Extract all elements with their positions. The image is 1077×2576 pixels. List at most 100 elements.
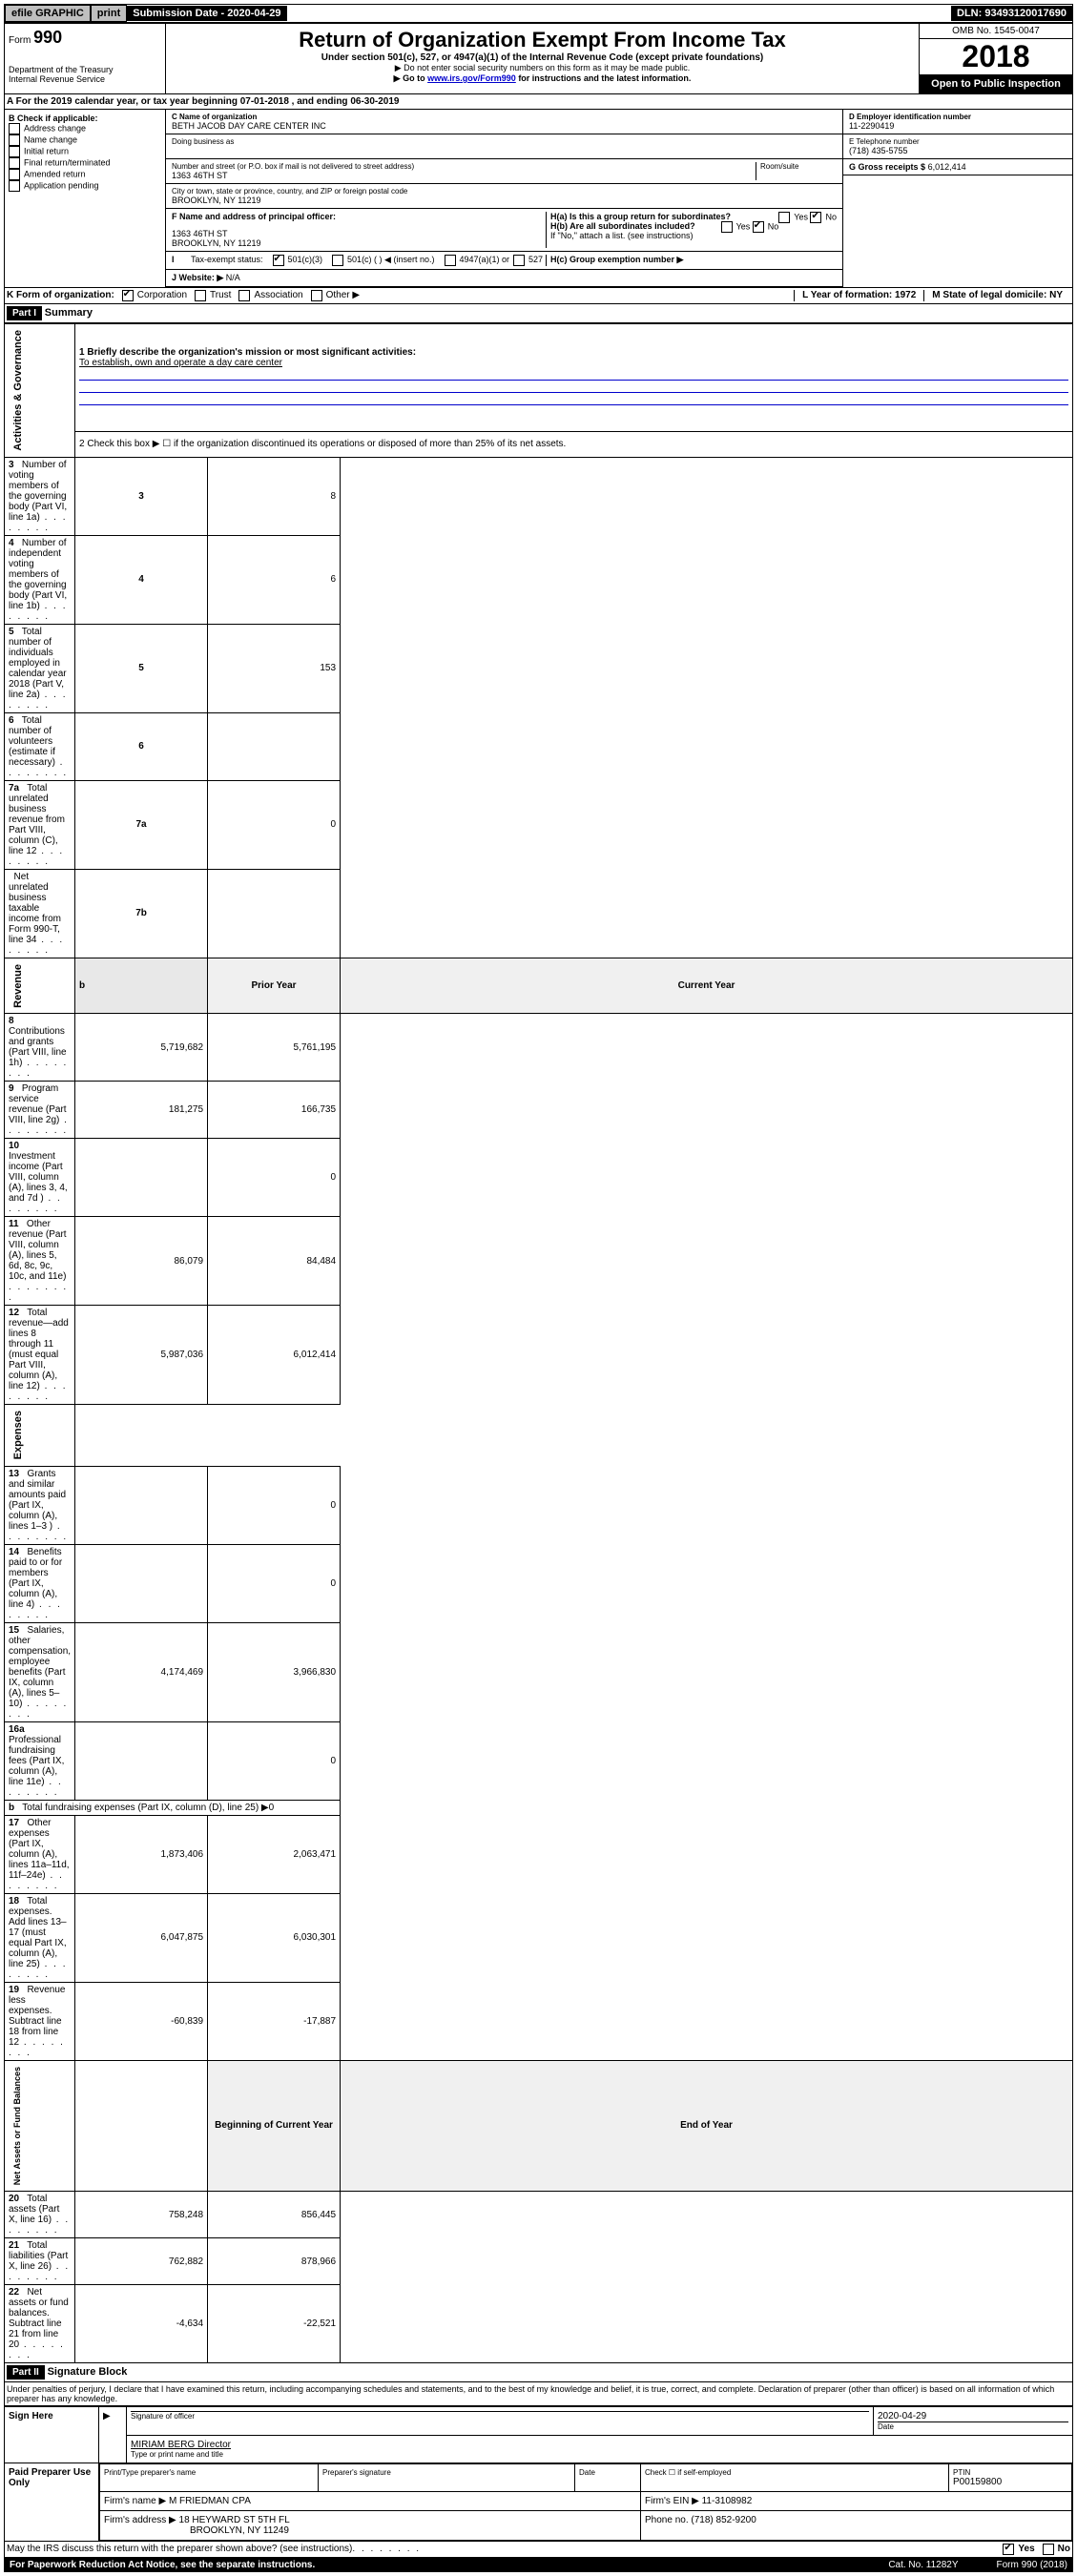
state-domicile: M State of legal domicile: NY [923, 290, 1070, 301]
part1-title: Summary [45, 307, 93, 319]
revenue-label: Revenue [9, 960, 28, 1012]
form-header: Form 990 Department of the Treasury Inte… [4, 23, 1073, 94]
ptin-label: PTIN [953, 2468, 1067, 2477]
website-value: N/A [226, 273, 240, 282]
end-year-header: End of Year [341, 2060, 1073, 2191]
printed-name: MIRIAM BERG Director [131, 2440, 1068, 2450]
colb-checkbox[interactable] [9, 157, 20, 169]
part2-title: Signature Block [48, 2366, 128, 2378]
firm-ein: 11-3108982 [702, 2496, 753, 2506]
room-label: Room/suite [756, 162, 837, 180]
colb-checkbox[interactable] [9, 134, 20, 146]
hb-yes-checkbox[interactable] [721, 221, 733, 233]
discuss-yes-checkbox[interactable] [1003, 2544, 1014, 2555]
net-assets-label: Net Assets or Fund Balances [9, 2063, 26, 2189]
city-state-zip: BROOKLYN, NY 11219 [172, 196, 837, 205]
form-number: 990 [33, 28, 62, 47]
line2: 2 Check this box ▶ ☐ if the organization… [75, 431, 1073, 457]
form-word: Form [9, 35, 31, 46]
ha-yes-checkbox[interactable] [778, 212, 790, 223]
4947-checkbox[interactable] [445, 255, 456, 266]
trust-checkbox[interactable] [195, 290, 206, 301]
street-address: 1363 46TH ST [172, 171, 756, 180]
col-b-label: B Check if applicable: [9, 113, 161, 123]
paperwork-notice: For Paperwork Reduction Act Notice, see … [10, 2560, 315, 2570]
city-label: City or town, state or province, country… [172, 187, 837, 196]
goto-pre: ▶ Go to [394, 73, 427, 83]
officer-label: F Name and address of principal officer: [172, 212, 546, 221]
self-employed-label: Check ☐ if self-employed [641, 2464, 949, 2492]
ein-value: 11-2290419 [849, 121, 1067, 131]
dln-label: DLN: 93493120017690 [951, 6, 1072, 21]
addr-label: Number and street (or P.O. box if mail i… [172, 162, 756, 171]
sig-officer-label: Signature of officer [131, 2411, 869, 2421]
omb-number: OMB No. 1545-0047 [920, 24, 1072, 39]
hb-note: If "No," attach a list. (see instruction… [550, 231, 837, 240]
perjury-statement: Under penalties of perjury, I declare th… [4, 2382, 1073, 2406]
subtitle-2: ▶ Do not enter social security numbers o… [170, 63, 915, 73]
org-name: BETH JACOB DAY CARE CENTER INC [172, 121, 837, 131]
prep-date-label: Date [575, 2464, 641, 2492]
hb-no-checkbox[interactable] [753, 221, 764, 233]
firm-name-label: Firm's name ▶ [104, 2496, 166, 2506]
form990-link[interactable]: www.irs.gov/Form990 [427, 73, 516, 83]
date-label: Date [878, 2421, 1068, 2431]
ha-label: H(a) Is this a group return for subordin… [550, 212, 731, 221]
ha-no-checkbox[interactable] [810, 212, 821, 223]
assoc-checkbox[interactable] [238, 290, 250, 301]
tel-value: (718) 435-5755 [849, 146, 1067, 155]
open-public-label: Open to Public Inspection [920, 74, 1072, 93]
firm-ein-label: Firm's EIN ▶ [645, 2496, 699, 2506]
501c-checkbox[interactable] [332, 255, 343, 266]
hb-label: H(b) Are all subordinates included? [550, 221, 695, 231]
printed-label: Type or print name and title [131, 2450, 1068, 2459]
year-formation: L Year of formation: 1972 [794, 290, 923, 301]
other-checkbox[interactable] [311, 290, 322, 301]
sign-here-label: Sign Here [5, 2407, 99, 2463]
summary-table: Activities & Governance 1 Briefly descri… [4, 323, 1073, 2363]
officer-addr1: 1363 46TH ST [172, 229, 546, 238]
tel-label: E Telephone number [849, 137, 1067, 146]
activities-governance-label: Activities & Governance [9, 326, 28, 455]
subtitle-1: Under section 501(c), 527, or 4947(a)(1)… [170, 52, 915, 63]
tax-exempt-label: Tax-exempt status: [191, 255, 263, 266]
print-button[interactable]: print [91, 5, 127, 22]
pointer-icon: ▶ [99, 2407, 127, 2463]
colb-checkbox[interactable] [9, 169, 20, 180]
hc-label: H(c) Group exemption number ▶ [546, 255, 837, 266]
527-checkbox[interactable] [513, 255, 525, 266]
sig-date: 2020-04-29 [878, 2411, 1068, 2421]
tax-year: 2018 [920, 39, 1072, 74]
prior-year-header: Prior Year [208, 958, 341, 1014]
paid-preparer-label: Paid Preparer Use Only [5, 2463, 99, 2542]
firm-addr2: BROOKLYN, NY 11249 [190, 2525, 636, 2536]
firm-phone: (718) 852-9200 [691, 2515, 756, 2525]
form-org-label: K Form of organization: [7, 290, 114, 301]
colb-checkbox[interactable] [9, 146, 20, 157]
discuss-no-checkbox[interactable] [1043, 2544, 1054, 2555]
current-year-header: Current Year [341, 958, 1073, 1014]
line1-label: 1 Briefly describe the organization's mi… [79, 347, 1068, 358]
firm-name: M FRIEDMAN CPA [169, 2496, 251, 2506]
dept-label: Department of the Treasury [9, 65, 161, 74]
colb-checkbox[interactable] [9, 180, 20, 192]
name-label: C Name of organization [172, 113, 837, 121]
prep-sig-label: Preparer's signature [319, 2464, 575, 2492]
discuss-question: May the IRS discuss this return with the… [7, 2544, 352, 2555]
row-k: K Form of organization: Corporation Trus… [4, 288, 1073, 304]
top-bar: efile GRAPHIC print Submission Date - 20… [4, 4, 1073, 23]
ptin-value: P00159800 [953, 2477, 1067, 2487]
firm-addr1: 18 HEYWARD ST 5TH FL [179, 2515, 290, 2525]
prep-name-label: Print/Type preparer's name [100, 2464, 319, 2492]
corp-checkbox[interactable] [122, 290, 134, 301]
form-title: Return of Organization Exempt From Incom… [170, 28, 915, 52]
part2-header: Part II [7, 2365, 45, 2380]
irs-label: Internal Revenue Service [9, 74, 161, 84]
colb-checkbox[interactable] [9, 123, 20, 134]
expenses-label: Expenses [9, 1407, 28, 1463]
gross-value: 6,012,414 [928, 162, 966, 172]
submission-date: Submission Date - 2020-04-29 [127, 6, 286, 21]
501c3-checkbox[interactable] [273, 255, 284, 266]
beginning-year-header: Beginning of Current Year [208, 2060, 341, 2191]
cat-number: Cat. No. 11282Y [888, 2560, 958, 2570]
